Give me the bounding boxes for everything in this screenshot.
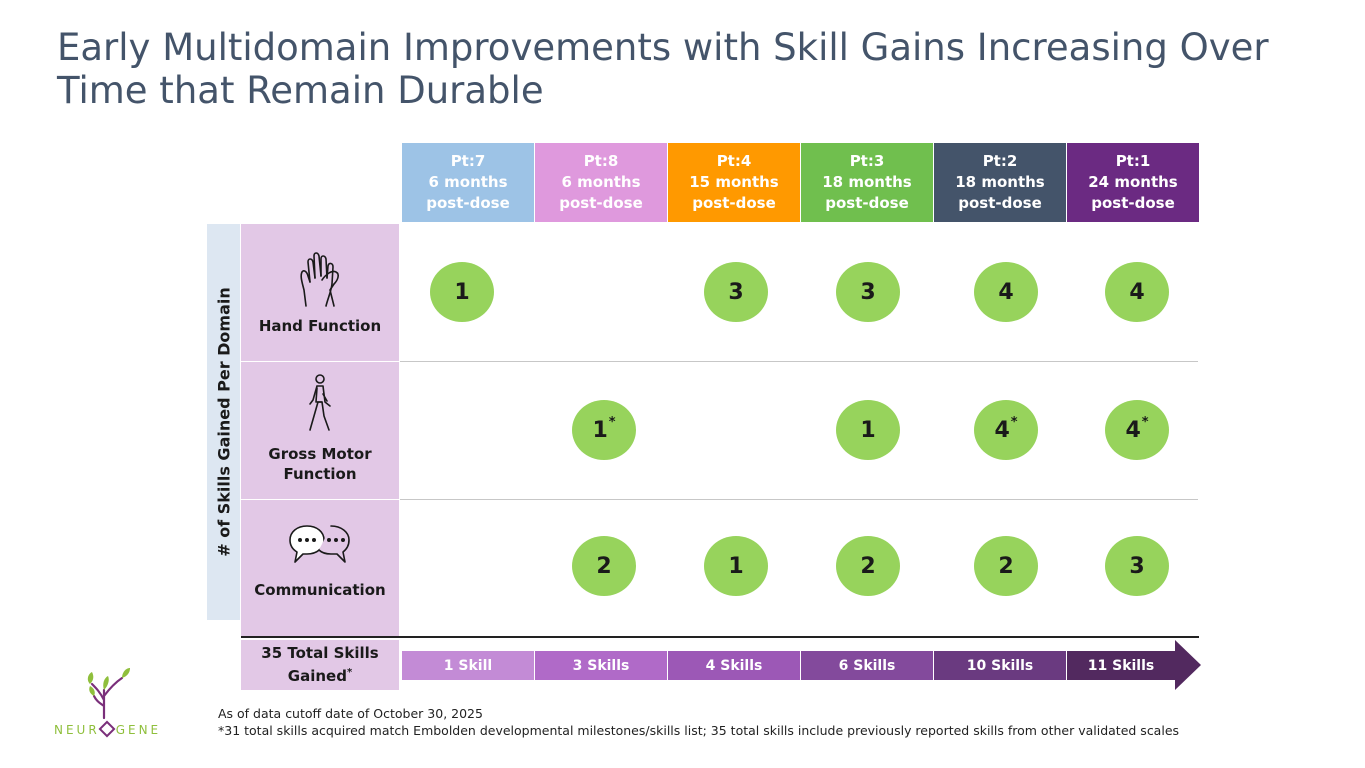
cumulative-skills-segment: 6 Skills xyxy=(801,651,934,680)
totals-separator xyxy=(241,636,1199,638)
column-header-pt: Pt:3 xyxy=(849,152,885,170)
total-skills-box: 35 Total Skills Gained* xyxy=(241,640,399,690)
column-header-months: 18 months xyxy=(955,173,1045,191)
column-header-months: 24 months xyxy=(1088,173,1178,191)
row-label-communication: Communication xyxy=(254,581,386,599)
footnote-cutoff: As of data cutoff date of October 30, 20… xyxy=(218,706,483,721)
logo-diamond-icon xyxy=(98,720,116,738)
column-header-months: 15 months xyxy=(689,173,779,191)
column-header: Pt:7 6 months post-dose xyxy=(402,143,534,222)
column-header-months: 6 months xyxy=(561,173,641,191)
column-header-pt: Pt:8 xyxy=(583,152,619,170)
page-title: Early Multidomain Improvements with Skil… xyxy=(57,26,1269,112)
hand-icon xyxy=(298,250,342,313)
skill-count-bubble: 1 xyxy=(704,536,768,596)
arrow-head-icon xyxy=(1175,640,1201,690)
column-header-post: post-dose xyxy=(1091,194,1175,212)
row-label-hand-function: Hand Function xyxy=(258,317,382,335)
column-header-post: post-dose xyxy=(958,194,1042,212)
skill-count-bubble: 4 xyxy=(1105,262,1169,322)
cumulative-skills-segment: 11 Skills xyxy=(1067,651,1175,680)
column-header: Pt:3 18 months post-dose xyxy=(801,143,933,222)
skill-count-bubble: 2 xyxy=(836,536,900,596)
footnote-note: *31 total skills acquired match Embolden… xyxy=(218,723,1180,738)
skill-count-bubble: 1 xyxy=(836,400,900,460)
skill-count-bubble: 3 xyxy=(836,262,900,322)
column-header: Pt:8 6 months post-dose xyxy=(535,143,667,222)
total-skills-label: 35 Total Skills Gained* xyxy=(261,644,379,685)
y-axis-label-box xyxy=(207,224,240,620)
row-header-communication: Communication xyxy=(241,500,399,636)
column-header-post: post-dose xyxy=(692,194,776,212)
row-label-gross-motor: Gross Motor Function xyxy=(268,445,372,483)
skill-count-bubble: 2 xyxy=(572,536,636,596)
skill-count-bubble: 4 * xyxy=(1105,400,1169,460)
column-header-months: 6 months xyxy=(428,173,508,191)
cumulative-skills-segment: 3 Skills xyxy=(535,651,668,680)
cumulative-skills-segment: 4 Skills xyxy=(668,651,801,680)
column-header-pt: Pt:1 xyxy=(1115,152,1151,170)
row-header-gross-motor: Gross Motor Function xyxy=(241,362,399,499)
skill-count-bubble: 1 * xyxy=(572,400,636,460)
cumulative-skills-segment: 1 Skill xyxy=(402,651,535,680)
column-header: Pt:1 24 months post-dose xyxy=(1067,143,1199,222)
row-divider xyxy=(400,361,1198,362)
skill-count-bubble: 4 * xyxy=(974,400,1038,460)
column-header: Pt:4 15 months post-dose xyxy=(668,143,800,222)
column-header-post: post-dose xyxy=(426,194,510,212)
skill-count-bubble: 2 xyxy=(974,536,1038,596)
walking-person-icon xyxy=(305,374,335,437)
column-header-pt: Pt:7 xyxy=(450,152,486,170)
logo-wordmark: NEUR GENE xyxy=(54,720,161,738)
column-header-post: post-dose xyxy=(825,194,909,212)
row-header-hand-function: Hand Function xyxy=(241,224,399,361)
skill-count-bubble: 1 xyxy=(430,262,494,322)
column-header-post: post-dose xyxy=(559,194,643,212)
y-axis-label: # of Skills Gained Per Domain xyxy=(214,287,234,557)
cumulative-skills-segment: 10 Skills xyxy=(934,651,1067,680)
neurogene-logo-icon xyxy=(87,668,130,720)
column-header-months: 18 months xyxy=(822,173,912,191)
column-header-pt: Pt:4 xyxy=(716,152,752,170)
skill-count-bubble: 3 xyxy=(1105,536,1169,596)
skill-count-bubble: 3 xyxy=(704,262,768,322)
column-header-pt: Pt:2 xyxy=(982,152,1018,170)
column-header: Pt:2 18 months post-dose xyxy=(934,143,1066,222)
skill-count-bubble: 4 xyxy=(974,262,1038,322)
row-divider xyxy=(400,499,1198,500)
speech-bubbles-icon xyxy=(287,522,353,571)
